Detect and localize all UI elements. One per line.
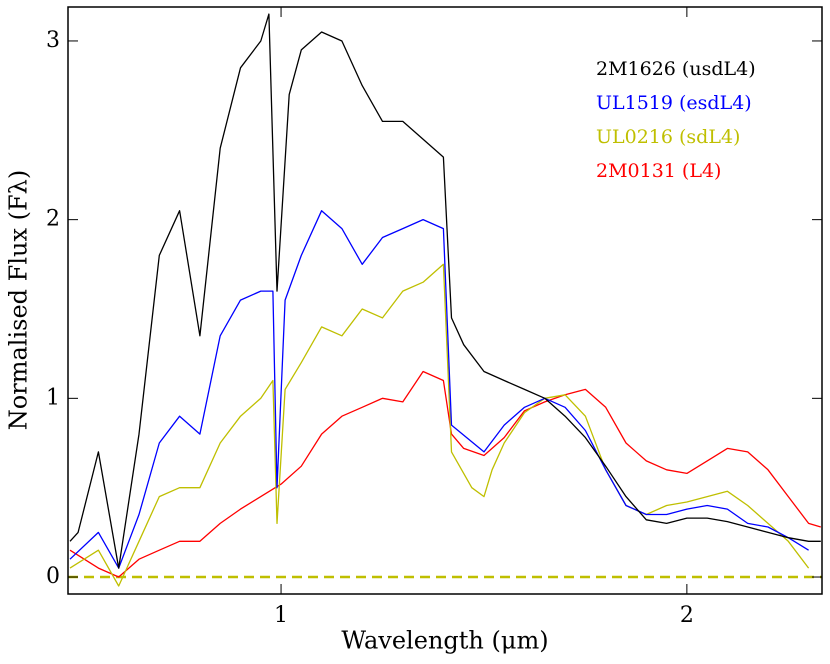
legend-entry: UL1519 (esdL4): [596, 92, 752, 114]
spectrum-line: [69, 263, 810, 587]
y-tick-label: 2: [46, 207, 60, 232]
x-axis-label: Wavelength (μm): [341, 627, 548, 655]
x-tick-label: 1: [274, 603, 288, 628]
y-tick-label: 3: [46, 28, 60, 53]
legend-entry: 2M1626 (usdL4): [596, 58, 756, 80]
y-tick-label: 1: [46, 385, 60, 410]
plot-frame: [67, 6, 823, 595]
y-tick-label: 0: [46, 564, 60, 589]
x-tick-label: 2: [680, 603, 694, 628]
spectrum-line: [69, 210, 809, 569]
legend-entry: 2M0131 (L4): [596, 160, 721, 182]
y-axis-label: Normalised Flux (Fλ): [5, 170, 33, 430]
spectrum-line: [69, 370, 821, 578]
spectrum-line: [69, 13, 821, 569]
legend-entry: UL0216 (sdL4): [596, 126, 740, 148]
